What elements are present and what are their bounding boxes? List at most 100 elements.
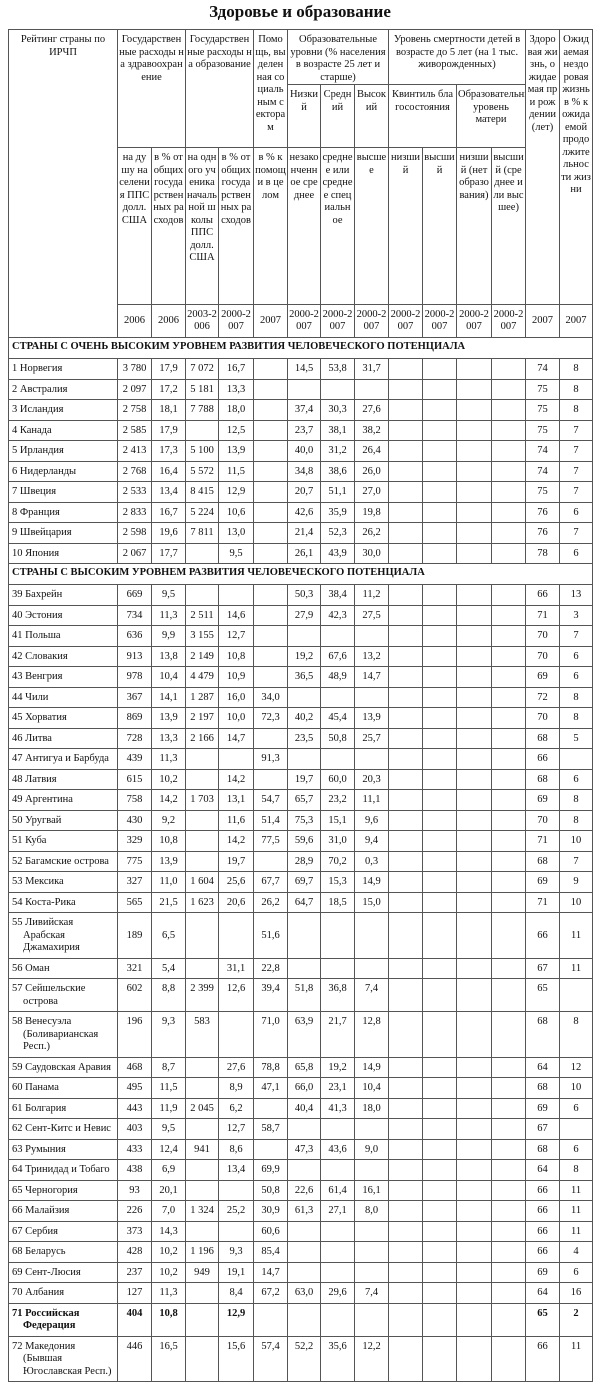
data-cell: 19,7 — [218, 850, 254, 872]
data-cell: 75 — [525, 378, 561, 400]
data-cell: 237 — [117, 1261, 152, 1283]
data-cell: 404 — [117, 1302, 152, 1337]
table-row: 3 Исландия 2 758 18,1 7 788 18,0 37,4 30,3 27,6… — [8, 399, 594, 421]
data-cell: 78,8 — [253, 1056, 288, 1078]
data-cell: 669 — [117, 584, 152, 606]
data-cell: 45,4 — [320, 707, 355, 729]
data-cell: 14,7 — [218, 727, 254, 749]
data-cell — [490, 584, 527, 606]
data-cell — [490, 1011, 527, 1058]
data-cell — [490, 1138, 527, 1160]
country-name: 44 Чили — [8, 686, 118, 708]
data-cell: 11 — [559, 1179, 594, 1201]
country-name: 71 Российская Федерация — [8, 1302, 118, 1337]
data-cell — [388, 768, 423, 790]
data-cell: 26,0 — [354, 460, 389, 482]
header-health-spend: Государственные расходы на здравоохранен… — [117, 29, 186, 148]
data-cell — [456, 850, 492, 872]
data-cell — [287, 625, 321, 647]
data-cell: 67,6 — [320, 645, 355, 667]
table-row: 56 Оман 321 5,4 31,1 22,8 67 11 — [8, 957, 594, 979]
data-cell: 9,2 — [151, 809, 186, 831]
data-cell — [456, 830, 492, 852]
data-cell — [388, 584, 423, 606]
subheader-cell: низший — [388, 147, 423, 305]
data-cell — [388, 850, 423, 872]
data-cell: 64 — [525, 1056, 561, 1078]
year-cell: 2007 — [525, 304, 561, 338]
data-cell — [456, 1335, 492, 1382]
data-cell: 61,4 — [320, 1179, 355, 1201]
data-cell: 468 — [117, 1056, 152, 1078]
data-cell: 12 — [559, 1056, 594, 1078]
data-cell: 11 — [559, 1200, 594, 1222]
data-cell: 37,4 — [287, 399, 321, 421]
data-cell: 25,7 — [354, 727, 389, 749]
data-cell — [456, 501, 492, 523]
data-cell: 728 — [117, 727, 152, 749]
data-cell — [422, 604, 457, 626]
data-cell — [185, 1302, 219, 1337]
data-cell: 20,7 — [287, 481, 321, 503]
data-cell — [490, 1241, 527, 1263]
data-cell: 373 — [117, 1220, 152, 1242]
data-cell — [287, 912, 321, 959]
data-cell — [185, 768, 219, 790]
data-cell — [422, 1261, 457, 1283]
data-cell — [456, 1302, 492, 1337]
data-cell: 36,8 — [320, 978, 355, 1012]
country-name: 64 Тринидад и Тобаго — [8, 1159, 118, 1181]
table-row: 68 Беларусь 428 10,2 1 196 9,3 85,4 66 4 — [8, 1241, 594, 1263]
data-cell — [218, 1179, 254, 1201]
data-cell: 6 — [559, 645, 594, 667]
data-cell: 16,0 — [218, 686, 254, 708]
data-cell: 11,5 — [151, 1077, 186, 1099]
data-cell — [388, 727, 423, 749]
header-edu-spend: Государственные расходы на образование — [185, 29, 254, 148]
table-row: 8 Франция 2 833 16,7 5 224 10,6 42,6 35,9 19,8 7… — [8, 501, 594, 523]
data-cell: 8 415 — [185, 481, 219, 503]
data-cell — [490, 686, 527, 708]
data-cell — [388, 645, 423, 667]
data-cell — [185, 830, 219, 852]
data-cell: 63,0 — [287, 1282, 321, 1304]
data-cell: 19,6 — [151, 522, 186, 544]
data-cell — [388, 1138, 423, 1160]
data-cell: 68 — [525, 768, 561, 790]
data-cell — [253, 440, 288, 462]
data-cell: 28,9 — [287, 850, 321, 872]
data-cell: 18,0 — [218, 399, 254, 421]
country-name: 40 Эстония — [8, 604, 118, 626]
data-cell: 26,2 — [253, 891, 288, 913]
data-cell: 47,3 — [287, 1138, 321, 1160]
data-cell — [456, 419, 492, 441]
data-cell — [388, 501, 423, 523]
data-cell: 636 — [117, 625, 152, 647]
data-cell: 11,5 — [218, 460, 254, 482]
data-cell: 13,9 — [151, 707, 186, 729]
data-cell — [185, 1159, 219, 1181]
data-cell — [287, 957, 321, 979]
country-name: 7 Швеция — [8, 481, 118, 503]
data-cell: 196 — [117, 1011, 152, 1058]
data-cell — [422, 727, 457, 749]
data-cell: 66 — [525, 748, 561, 770]
data-cell: 75 — [525, 419, 561, 441]
data-cell: 1 324 — [185, 1200, 219, 1222]
table-row: 55 Ливийская Арабская Джамахирия 189 6,5 51… — [8, 912, 594, 959]
data-cell: 6 — [559, 666, 594, 688]
data-cell: 52,3 — [320, 522, 355, 544]
data-cell: 565 — [117, 891, 152, 913]
country-name: 47 Антигуа и Барбуда — [8, 748, 118, 770]
data-cell — [422, 748, 457, 770]
data-cell — [253, 378, 288, 400]
table-row: 1 Норвегия 3 780 17,9 7 072 16,7 14,5 53,8 31,7… — [8, 358, 594, 380]
data-cell: 27,1 — [320, 1200, 355, 1222]
data-cell: 15,3 — [320, 871, 355, 893]
data-cell — [253, 625, 288, 647]
data-cell: 5 224 — [185, 501, 219, 523]
data-cell: 8,7 — [151, 1056, 186, 1078]
country-name: 48 Латвия — [8, 768, 118, 790]
data-cell: 7 811 — [185, 522, 219, 544]
data-cell — [490, 460, 527, 482]
